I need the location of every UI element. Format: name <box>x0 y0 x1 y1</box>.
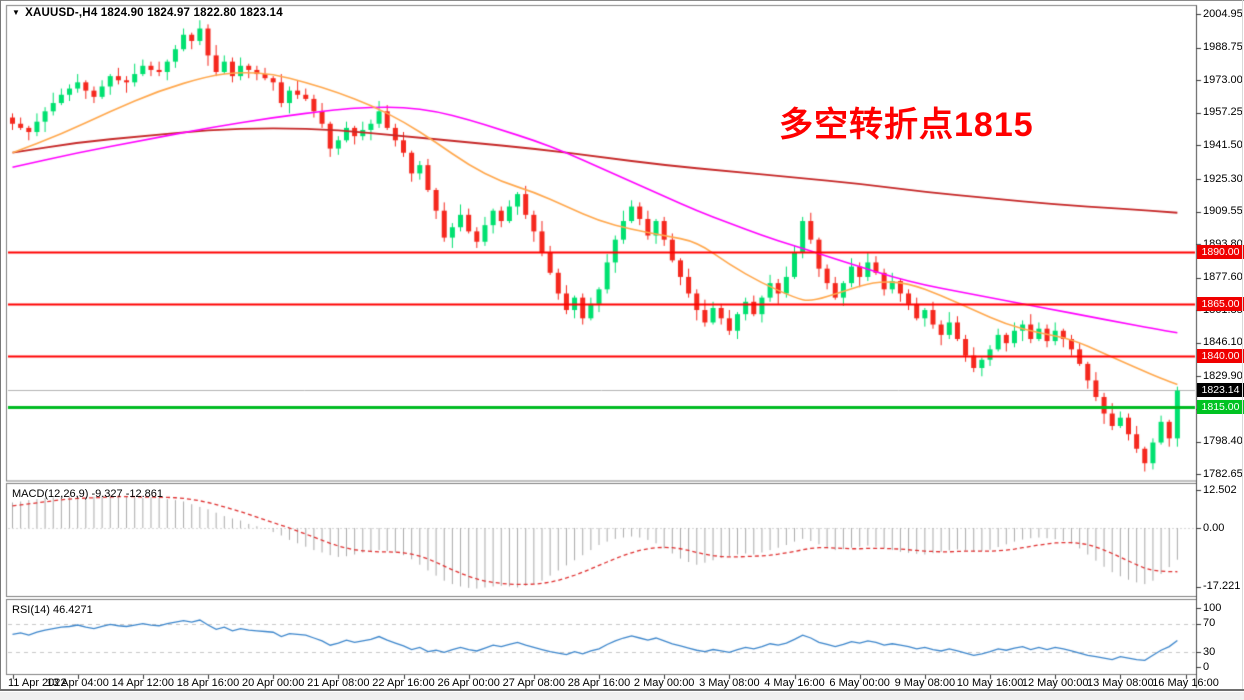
price-tick-label: 1798.40 <box>1203 435 1243 448</box>
window-top-edge <box>0 0 1244 1</box>
price-tick-label: 1988.75 <box>1203 41 1243 54</box>
time-tick-label: 13 Apr 04:00 <box>46 677 109 689</box>
macd-indicator-label: MACD(12,26,9) -9.327 -12.861 <box>12 488 164 500</box>
time-tick-label: 22 Apr 16:00 <box>372 677 435 689</box>
time-tick-label: 27 Apr 08:00 <box>502 677 566 689</box>
symbol-header[interactable]: ▼ XAUUSD-,H4 1824.90 1824.97 1822.80 1823… <box>12 7 283 19</box>
macd-tick-label: 12.502 <box>1203 483 1237 496</box>
window-left-edge <box>0 0 1 690</box>
time-tick-label: 2 May 00:00 <box>633 677 695 689</box>
price-tick-label: 1973.00 <box>1203 73 1243 86</box>
macd-tick-label: 0.00 <box>1203 521 1225 534</box>
window-bottom-edge[interactable] <box>0 689 1244 691</box>
time-tick-label: 10 May 16:00 <box>956 677 1024 689</box>
bottom-strip <box>0 691 1244 700</box>
time-tick-label: 16 May 16:00 <box>1152 677 1219 689</box>
current-price-badge: 1823.14 <box>1197 383 1244 398</box>
level-badge-181500[interactable]: 1815.00 <box>1197 400 1244 415</box>
chevron-down-icon[interactable]: ▼ <box>12 8 21 17</box>
price-tick-label: 1829.90 <box>1203 369 1243 382</box>
rsi-indicator-label: RSI(14) 46.4271 <box>12 604 93 616</box>
time-tick-label: 3 May 08:00 <box>699 677 760 689</box>
rsi-tick-label: 30 <box>1203 645 1216 658</box>
level-badge-184000[interactable]: 1840.00 <box>1197 348 1244 363</box>
time-tick-label: 4 May 16:00 <box>764 677 825 689</box>
rsi-tick-label: 0 <box>1203 660 1210 673</box>
time-tick-label: 20 Apr 00:00 <box>241 677 305 689</box>
time-tick-label: 26 Apr 00:00 <box>437 677 500 689</box>
rsi-tick-label: 70 <box>1203 617 1216 630</box>
symbol-ohlc-label: XAUUSD-,H4 1824.90 1824.97 1822.80 1823.… <box>25 7 283 19</box>
time-tick-label: 21 Apr 08:00 <box>307 677 370 689</box>
price-tick-label: 1941.50 <box>1203 138 1243 151</box>
price-tick-label: 1909.55 <box>1203 205 1243 218</box>
price-tick-label: 1782.65 <box>1203 467 1243 480</box>
price-tick-label: 1846.10 <box>1203 336 1243 349</box>
price-tick-label: 2004.95 <box>1203 7 1243 20</box>
time-tick-label: 12 May 00:00 <box>1021 677 1089 689</box>
annotation-text: 多空转折点1815 <box>779 106 1034 144</box>
time-tick-label: 6 May 00:00 <box>829 677 890 689</box>
price-tick-label: 1957.25 <box>1203 106 1243 119</box>
price-tick-label: 1877.60 <box>1203 271 1243 284</box>
window-right-edge <box>1242 0 1243 690</box>
macd-tick-label: -17.221 <box>1203 580 1241 593</box>
level-badge-186500[interactable]: 1865.00 <box>1197 296 1244 311</box>
rsi-tick-label: 100 <box>1203 601 1222 614</box>
time-tick-label: 28 Apr 16:00 <box>567 677 631 689</box>
price-tick-label: 1925.30 <box>1203 172 1243 185</box>
level-badge-189000[interactable]: 1890.00 <box>1197 245 1244 260</box>
time-tick-label: 14 Apr 12:00 <box>111 677 175 689</box>
time-tick-label: 18 Apr 16:00 <box>176 677 240 689</box>
time-tick-label: 13 May 08:00 <box>1087 677 1154 689</box>
time-tick-label: 11 Apr 2022 <box>8 677 67 689</box>
time-tick-label: 9 May 08:00 <box>894 677 956 689</box>
